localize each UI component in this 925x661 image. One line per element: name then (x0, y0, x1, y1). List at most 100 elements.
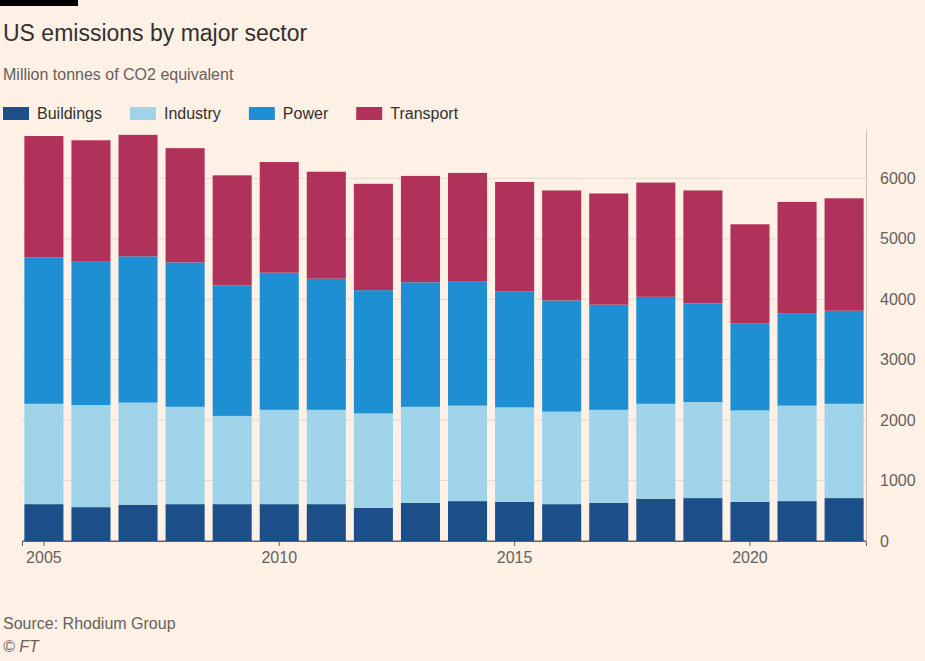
legend: Buildings Industry Power Transport (3, 105, 459, 122)
bar (636, 499, 675, 541)
bar (730, 224, 769, 323)
x-tick-mark (43, 541, 44, 546)
background (0, 0, 925, 661)
bar (542, 412, 581, 504)
series-3 (24, 135, 863, 324)
bar (542, 504, 581, 541)
y-tick-label: 3000 (880, 351, 916, 368)
x-tick-label: 2005 (26, 549, 62, 566)
y-tick-label: 6000 (880, 170, 916, 187)
bar (730, 410, 769, 501)
bar (24, 404, 63, 504)
bar (166, 504, 205, 541)
y-tick-label: 5000 (880, 230, 916, 247)
bar (118, 135, 157, 256)
bar (307, 172, 346, 279)
y-tick: 0 (866, 533, 889, 550)
bar (166, 262, 205, 406)
source: Source: Rhodium Group (3, 615, 176, 632)
legend-swatch (249, 107, 275, 120)
bar (448, 501, 487, 541)
bar (118, 403, 157, 505)
bar (354, 508, 393, 541)
bar (260, 162, 299, 273)
bar (166, 407, 205, 504)
x-tick-label: 2015 (497, 549, 533, 566)
bar (683, 190, 722, 303)
bar (307, 504, 346, 541)
bar (589, 193, 628, 304)
bar (71, 140, 110, 261)
y-tick: 1000 (866, 472, 916, 489)
bar (825, 311, 864, 404)
legend-label: Power (283, 105, 329, 122)
bar (307, 410, 346, 504)
bar (401, 176, 440, 282)
x-axis: 2005 2010 2015 2020 (23, 541, 867, 566)
title: US emissions by major sector (3, 20, 308, 46)
legend-item: Power (249, 105, 329, 122)
bar (730, 502, 769, 541)
y-tick: 3000 (866, 351, 916, 368)
bar (118, 505, 157, 541)
bar (166, 148, 205, 262)
bar (213, 285, 252, 416)
x-tick: 2010 (261, 541, 297, 566)
bar (24, 258, 63, 404)
bar (401, 503, 440, 541)
legend-label: Industry (164, 105, 221, 122)
bar (213, 175, 252, 285)
legend-label: Transport (390, 105, 458, 122)
bar (71, 507, 110, 541)
x-tick-label: 2010 (261, 549, 297, 566)
bar (260, 410, 299, 504)
series-1 (24, 402, 863, 508)
y-tick-label: 0 (880, 533, 889, 550)
bar (448, 173, 487, 281)
y-tick: 6000 (866, 170, 916, 187)
y-tick-label: 1000 (880, 472, 916, 489)
bars (24, 135, 863, 541)
bar (825, 404, 864, 498)
x-tick-mark (749, 541, 750, 546)
bar (354, 290, 393, 413)
bar (589, 305, 628, 410)
bar (636, 404, 675, 499)
subtitle: Million tonnes of CO2 equivalent (3, 66, 234, 83)
y-tick-label: 2000 (880, 412, 916, 429)
y-tick: 2000 (866, 412, 916, 429)
legend-item: Buildings (3, 105, 102, 122)
bar (71, 262, 110, 405)
credit: © FT (3, 638, 40, 655)
bar (683, 303, 722, 402)
x-tick-mark (279, 541, 280, 546)
legend-item: Transport (356, 105, 458, 122)
bar (495, 291, 534, 407)
bar (683, 498, 722, 541)
x-tick-label: 2020 (732, 549, 768, 566)
bar (495, 502, 534, 541)
bar (825, 198, 864, 310)
bar (401, 282, 440, 407)
bar (307, 279, 346, 410)
bar (71, 405, 110, 507)
y-axis-line (866, 131, 867, 542)
bar (778, 501, 817, 541)
x-tick: 2015 (497, 541, 533, 566)
x-tick-mark (514, 541, 515, 546)
bar (401, 407, 440, 503)
legend-swatch (3, 107, 29, 120)
x-tick: 2020 (732, 541, 768, 566)
bar (542, 300, 581, 411)
bar (260, 273, 299, 410)
bar (260, 504, 299, 541)
bar (636, 297, 675, 404)
legend-item: Industry (130, 105, 221, 122)
bar (825, 498, 864, 541)
bar (683, 402, 722, 498)
bar (213, 504, 252, 541)
y-tick: 5000 (866, 230, 916, 247)
bar (589, 410, 628, 503)
bar (448, 281, 487, 406)
bar (778, 202, 817, 313)
